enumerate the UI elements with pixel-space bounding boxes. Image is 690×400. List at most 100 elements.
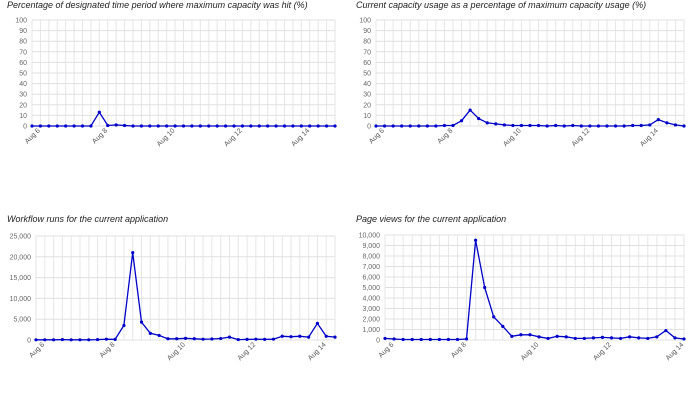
y-tick-label: 60 <box>19 60 27 67</box>
data-point <box>437 337 441 342</box>
data-point <box>605 124 609 128</box>
data-point <box>425 124 429 128</box>
data-point <box>308 124 312 128</box>
data-point <box>631 123 635 128</box>
data-point <box>175 337 179 341</box>
data-point <box>324 334 328 338</box>
data-point <box>315 321 320 325</box>
y-tick-label: 40 <box>363 81 371 88</box>
y-tick-label: 25,000 <box>10 234 32 241</box>
data-point <box>446 337 451 342</box>
y-tick-label: 15,000 <box>10 275 32 282</box>
data-point <box>324 124 329 128</box>
x-tick-label: Aug 8 <box>99 341 117 359</box>
data-point <box>536 123 541 128</box>
x-tick-label: Aug 6 <box>28 341 46 359</box>
data-point <box>34 338 38 342</box>
data-point <box>148 124 152 128</box>
data-point <box>271 337 276 341</box>
x-tick-label: Aug 14 <box>665 341 686 362</box>
x-tick-label: Aug 14 <box>639 127 660 148</box>
data-point <box>47 124 51 128</box>
y-tick-label: 0 <box>367 124 371 131</box>
data-point <box>554 123 558 128</box>
y-tick-label: 5,000 <box>13 317 31 324</box>
y-tick-label: 100 <box>359 18 371 25</box>
chart-title: Current capacity usage as a percentage o… <box>356 0 647 10</box>
x-tick-label: Aug 14 <box>307 341 328 362</box>
data-point <box>459 119 464 123</box>
chart-title: Page views for the current application <box>356 214 507 224</box>
data-point <box>485 121 489 125</box>
series-line <box>384 240 685 341</box>
y-tick-label: 9,000 <box>362 243 380 250</box>
x-tick-label: Aug 8 <box>450 341 468 359</box>
data-point <box>114 123 118 127</box>
chart-panel-capacity-usage: Current capacity usage as a percentage o… <box>349 0 689 170</box>
data-point <box>139 320 144 324</box>
y-tick-label: 50 <box>19 71 27 78</box>
data-point <box>207 124 211 128</box>
y-tick-label: 70 <box>363 49 371 56</box>
y-tick-label: 2,000 <box>362 317 380 324</box>
data-point <box>519 123 524 128</box>
y-tick-label: 80 <box>19 39 27 46</box>
y-tick-label: 10,000 <box>359 233 381 240</box>
chart-svg: 0 5,000 10,000 15,000 20,000 25,000 Aug 6 Aug 8… <box>10 234 337 362</box>
y-tick-label: 8,000 <box>362 254 380 261</box>
data-point <box>104 337 108 341</box>
data-point <box>333 335 337 339</box>
y-tick-label: 4,000 <box>362 296 380 303</box>
data-point <box>72 124 76 128</box>
data-point <box>571 123 575 128</box>
x-tick-label: Aug 10 <box>502 127 523 148</box>
data-point <box>613 124 618 128</box>
data-point <box>280 334 284 338</box>
data-point <box>591 336 595 340</box>
data-point <box>55 124 59 128</box>
data-point <box>410 337 414 342</box>
data-point <box>673 336 677 340</box>
data-point <box>299 124 303 128</box>
data-point <box>245 337 249 341</box>
data-point <box>223 124 228 128</box>
data-point <box>673 123 678 127</box>
data-point <box>682 337 686 341</box>
data-point <box>537 335 541 339</box>
y-tick-label: 0 <box>376 338 380 345</box>
x-tick-label: Aug 12 <box>237 341 258 362</box>
data-point <box>391 124 395 128</box>
data-point <box>78 338 82 342</box>
data-point <box>282 124 287 128</box>
y-tick-label: 90 <box>19 28 27 35</box>
data-point <box>87 338 91 342</box>
data-point <box>249 124 253 128</box>
data-point <box>266 124 270 128</box>
data-point <box>528 333 532 337</box>
data-point <box>106 123 110 128</box>
data-point <box>316 124 320 128</box>
y-tick-label: 70 <box>19 49 27 56</box>
chart-panel-page-views: Page views for the current application 0… <box>349 214 689 384</box>
data-point <box>582 336 586 341</box>
data-point <box>401 337 405 342</box>
x-tick-label: Aug 10 <box>156 127 177 148</box>
x-tick-label: Aug 10 <box>520 341 541 362</box>
data-point <box>30 124 34 128</box>
data-point <box>494 122 498 126</box>
data-point <box>198 124 202 128</box>
data-point <box>464 337 469 341</box>
y-tick-label: 80 <box>363 39 371 46</box>
data-point <box>210 337 214 341</box>
data-point <box>374 124 378 128</box>
y-tick-label: 20,000 <box>10 254 32 261</box>
y-tick-label: 20 <box>19 102 27 109</box>
data-point <box>95 337 100 342</box>
data-point <box>417 124 421 128</box>
data-point <box>451 123 455 128</box>
data-point <box>257 124 261 128</box>
y-tick-label: 7,000 <box>362 264 380 271</box>
data-point <box>43 338 47 342</box>
data-point <box>618 336 623 341</box>
